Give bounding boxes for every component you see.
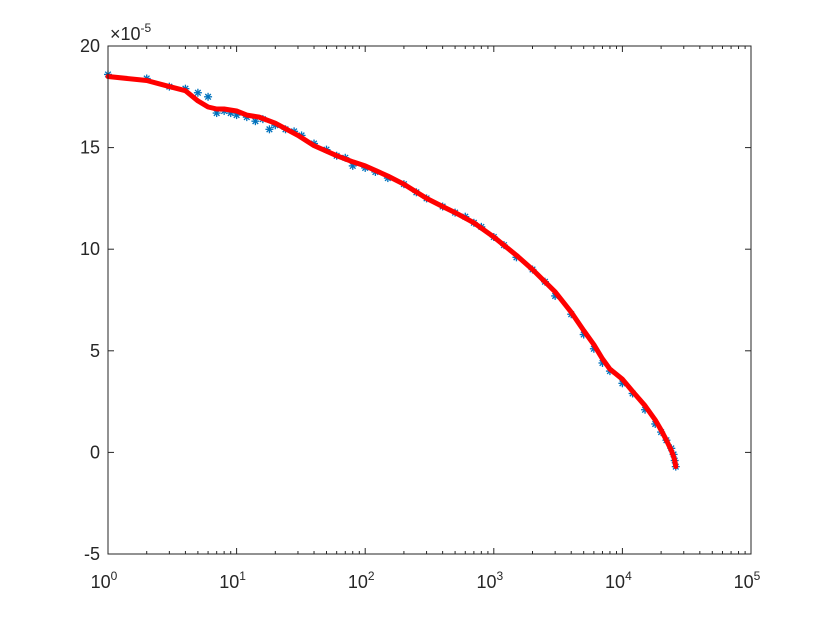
tick-layer: 100 101 102 103 104 105 -5 0 5 10 15 20	[80, 36, 761, 592]
asterisk-stroke	[204, 93, 212, 101]
y-tick-label: 5	[90, 341, 100, 361]
series-0-point	[204, 92, 213, 101]
series-layer	[104, 70, 680, 471]
asterisk-stroke	[194, 89, 202, 96]
series-0-point	[265, 125, 274, 134]
y-axis-multiplier: ×10-5	[110, 21, 152, 44]
y-tick-label: 15	[80, 138, 100, 158]
asterisk-stroke	[266, 126, 273, 133]
plot-area-background	[108, 46, 751, 554]
y-tick-label: -5	[84, 544, 100, 564]
x-tick-label: 102	[348, 569, 375, 592]
x-tick-label: 103	[476, 569, 503, 592]
y-tick-label: 0	[90, 442, 100, 462]
x-tick-label: 104	[605, 569, 632, 592]
series-1-line	[105, 74, 679, 470]
y-tick-label: 20	[80, 36, 100, 56]
x-tick-label: 105	[734, 569, 761, 592]
axes-box	[107, 45, 752, 555]
series-0-point	[193, 88, 202, 97]
y-tick-label: 10	[80, 239, 100, 259]
x-tick-label: 100	[91, 569, 118, 592]
x-tick-label: 101	[219, 569, 246, 592]
